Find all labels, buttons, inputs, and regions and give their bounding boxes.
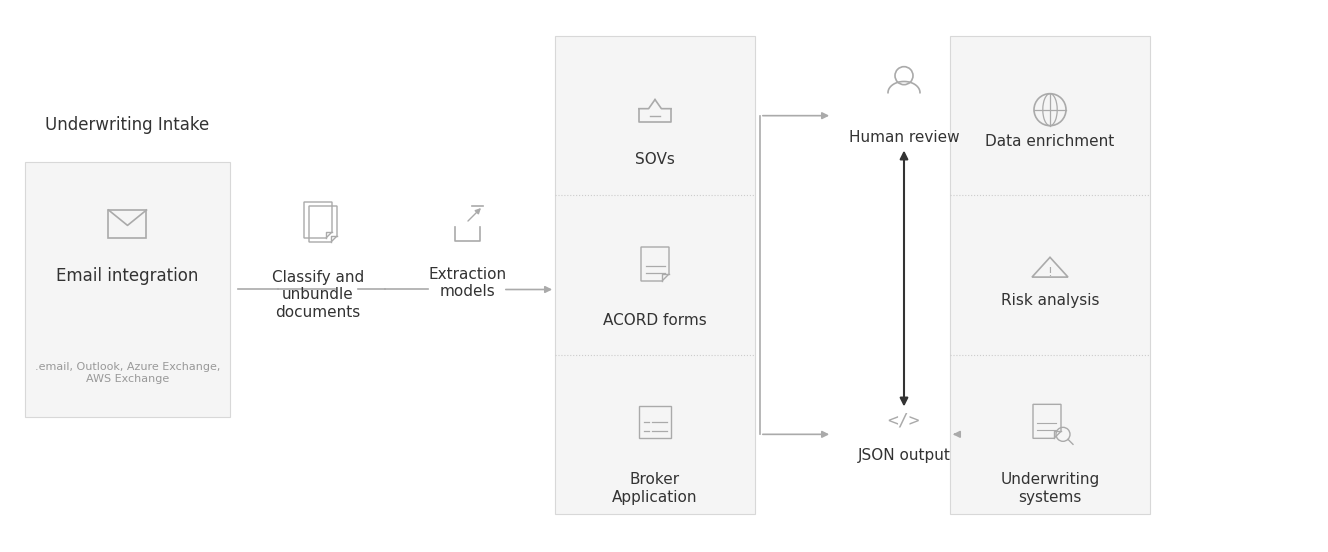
Text: Classify and
unbundle
documents: Classify and unbundle documents [272, 270, 364, 320]
Text: Human review: Human review [849, 130, 959, 145]
Text: Underwriting
systems: Underwriting systems [1000, 473, 1100, 505]
Text: </>: </> [887, 411, 920, 429]
Text: Risk analysis: Risk analysis [1001, 293, 1100, 308]
Text: Data enrichment: Data enrichment [985, 134, 1114, 148]
Text: .email, Outlook, Azure Exchange,
AWS Exchange: .email, Outlook, Azure Exchange, AWS Exc… [35, 362, 220, 384]
FancyBboxPatch shape [950, 36, 1150, 514]
Text: Underwriting Intake: Underwriting Intake [45, 116, 210, 134]
Text: Broker
Application: Broker Application [612, 473, 697, 505]
Text: SOVs: SOVs [635, 152, 675, 167]
Text: Email integration: Email integration [56, 267, 199, 285]
Text: ACORD forms: ACORD forms [603, 313, 706, 328]
Text: JSON output: JSON output [858, 448, 951, 463]
FancyBboxPatch shape [25, 162, 230, 417]
Text: Extraction
models: Extraction models [429, 267, 507, 299]
Text: !: ! [1048, 267, 1053, 279]
FancyBboxPatch shape [555, 36, 756, 514]
